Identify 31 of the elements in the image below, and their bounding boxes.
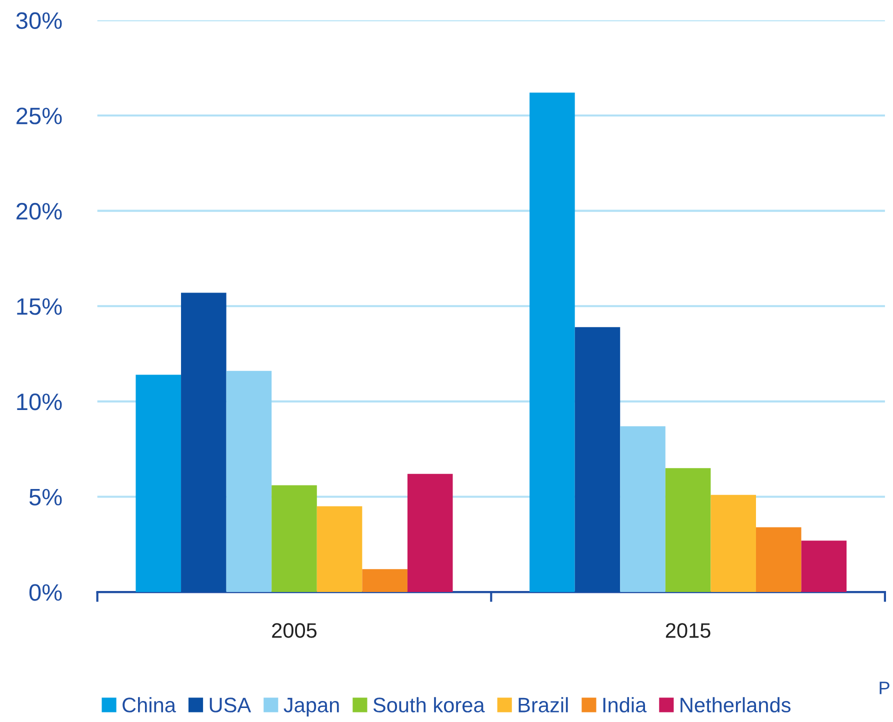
y-tick-label: 30% [16,12,62,30]
text: P [880,682,890,694]
x-tick-label: 2005 [272,623,317,638]
legend-label: South korea [373,697,485,712]
y-tick-label: 25% [16,108,62,124]
bar [226,370,272,592]
bar [801,540,847,592]
y-tick-label: 5% [29,488,62,506]
bar [136,374,182,592]
legend-label: Brazil [518,697,568,712]
legend-label: Japan [284,698,339,717]
bar [710,494,756,592]
bar [574,327,620,592]
y-tick-label: 15% [17,298,62,315]
y-tick-label: 10% [17,394,62,410]
bar [362,569,408,592]
bar [665,468,711,592]
legend-label: USA [210,698,252,712]
bar [530,92,575,592]
bar [756,527,802,592]
legend-label: India [603,697,647,712]
y-tick-label: 0% [29,584,62,601]
legend-label: Netherlands [680,697,791,712]
bar [620,426,666,592]
legend-label: China [122,697,176,712]
x-tick-label: 2015 [666,623,710,638]
bar [316,506,362,592]
bar [272,485,317,592]
y-tick-label: 20% [16,202,62,220]
bar [181,292,226,592]
bar [407,474,453,592]
